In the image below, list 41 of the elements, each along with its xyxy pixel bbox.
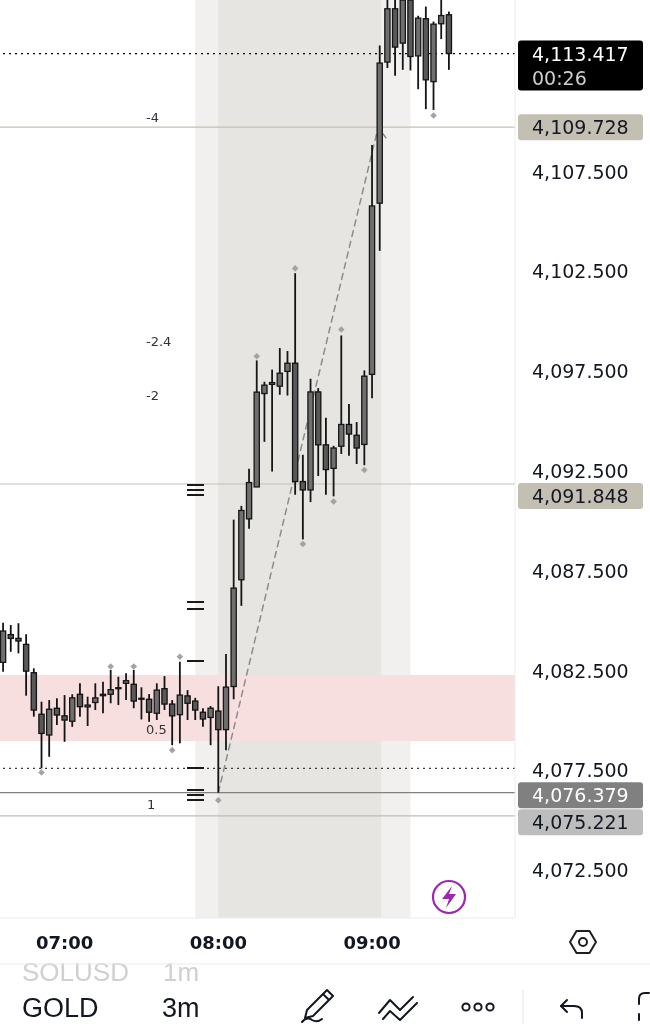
candlestick xyxy=(115,675,122,706)
x-tick-label: 09:00 xyxy=(343,931,401,953)
point xyxy=(168,746,176,754)
candlestick xyxy=(92,682,99,711)
point xyxy=(430,112,437,119)
point xyxy=(107,663,114,670)
y-tick-label: 4,102.500 xyxy=(532,260,629,283)
candlestick xyxy=(122,672,130,701)
candlestick xyxy=(276,347,284,396)
ref-line-label: 4,076.379 xyxy=(532,784,629,807)
point xyxy=(130,663,138,670)
ref-line-label: 4,075.221 xyxy=(532,811,629,834)
point xyxy=(299,540,307,548)
y-tick-label: 4,077.500 xyxy=(532,759,629,782)
text: 00:26 xyxy=(532,66,587,89)
point xyxy=(253,352,261,360)
y-tick-label: 4,097.500 xyxy=(532,360,629,383)
x-tick-label: 08:00 xyxy=(189,931,247,953)
annotation: -2 xyxy=(146,387,159,403)
point xyxy=(337,326,345,333)
annotation: 1 xyxy=(147,796,156,812)
ref-line-label: 4,109.728 xyxy=(532,116,629,139)
point xyxy=(330,498,337,505)
y-tick-label: 4,092.500 xyxy=(532,459,629,482)
point xyxy=(38,769,45,776)
annotation: -4 xyxy=(146,109,159,125)
point xyxy=(291,265,299,272)
point xyxy=(176,653,184,661)
y-tick-label: 4,107.500 xyxy=(532,160,629,183)
ref-line-label: 4,091.848 xyxy=(532,484,629,507)
annotation: 0.5 xyxy=(146,721,167,737)
point xyxy=(215,796,222,804)
candlestick xyxy=(268,368,276,473)
y-tick-label: 4,082.500 xyxy=(532,659,629,682)
x-tick-label: 07:00 xyxy=(35,931,94,953)
text: 3m xyxy=(162,993,200,1023)
annotation: -2.4 xyxy=(146,333,172,349)
text: GOLD xyxy=(22,993,99,1023)
ref-line-label: 4,113.417 xyxy=(532,42,629,65)
y-tick-label: 4,087.500 xyxy=(532,559,629,582)
y-tick-label: 4,072.500 xyxy=(532,859,629,882)
